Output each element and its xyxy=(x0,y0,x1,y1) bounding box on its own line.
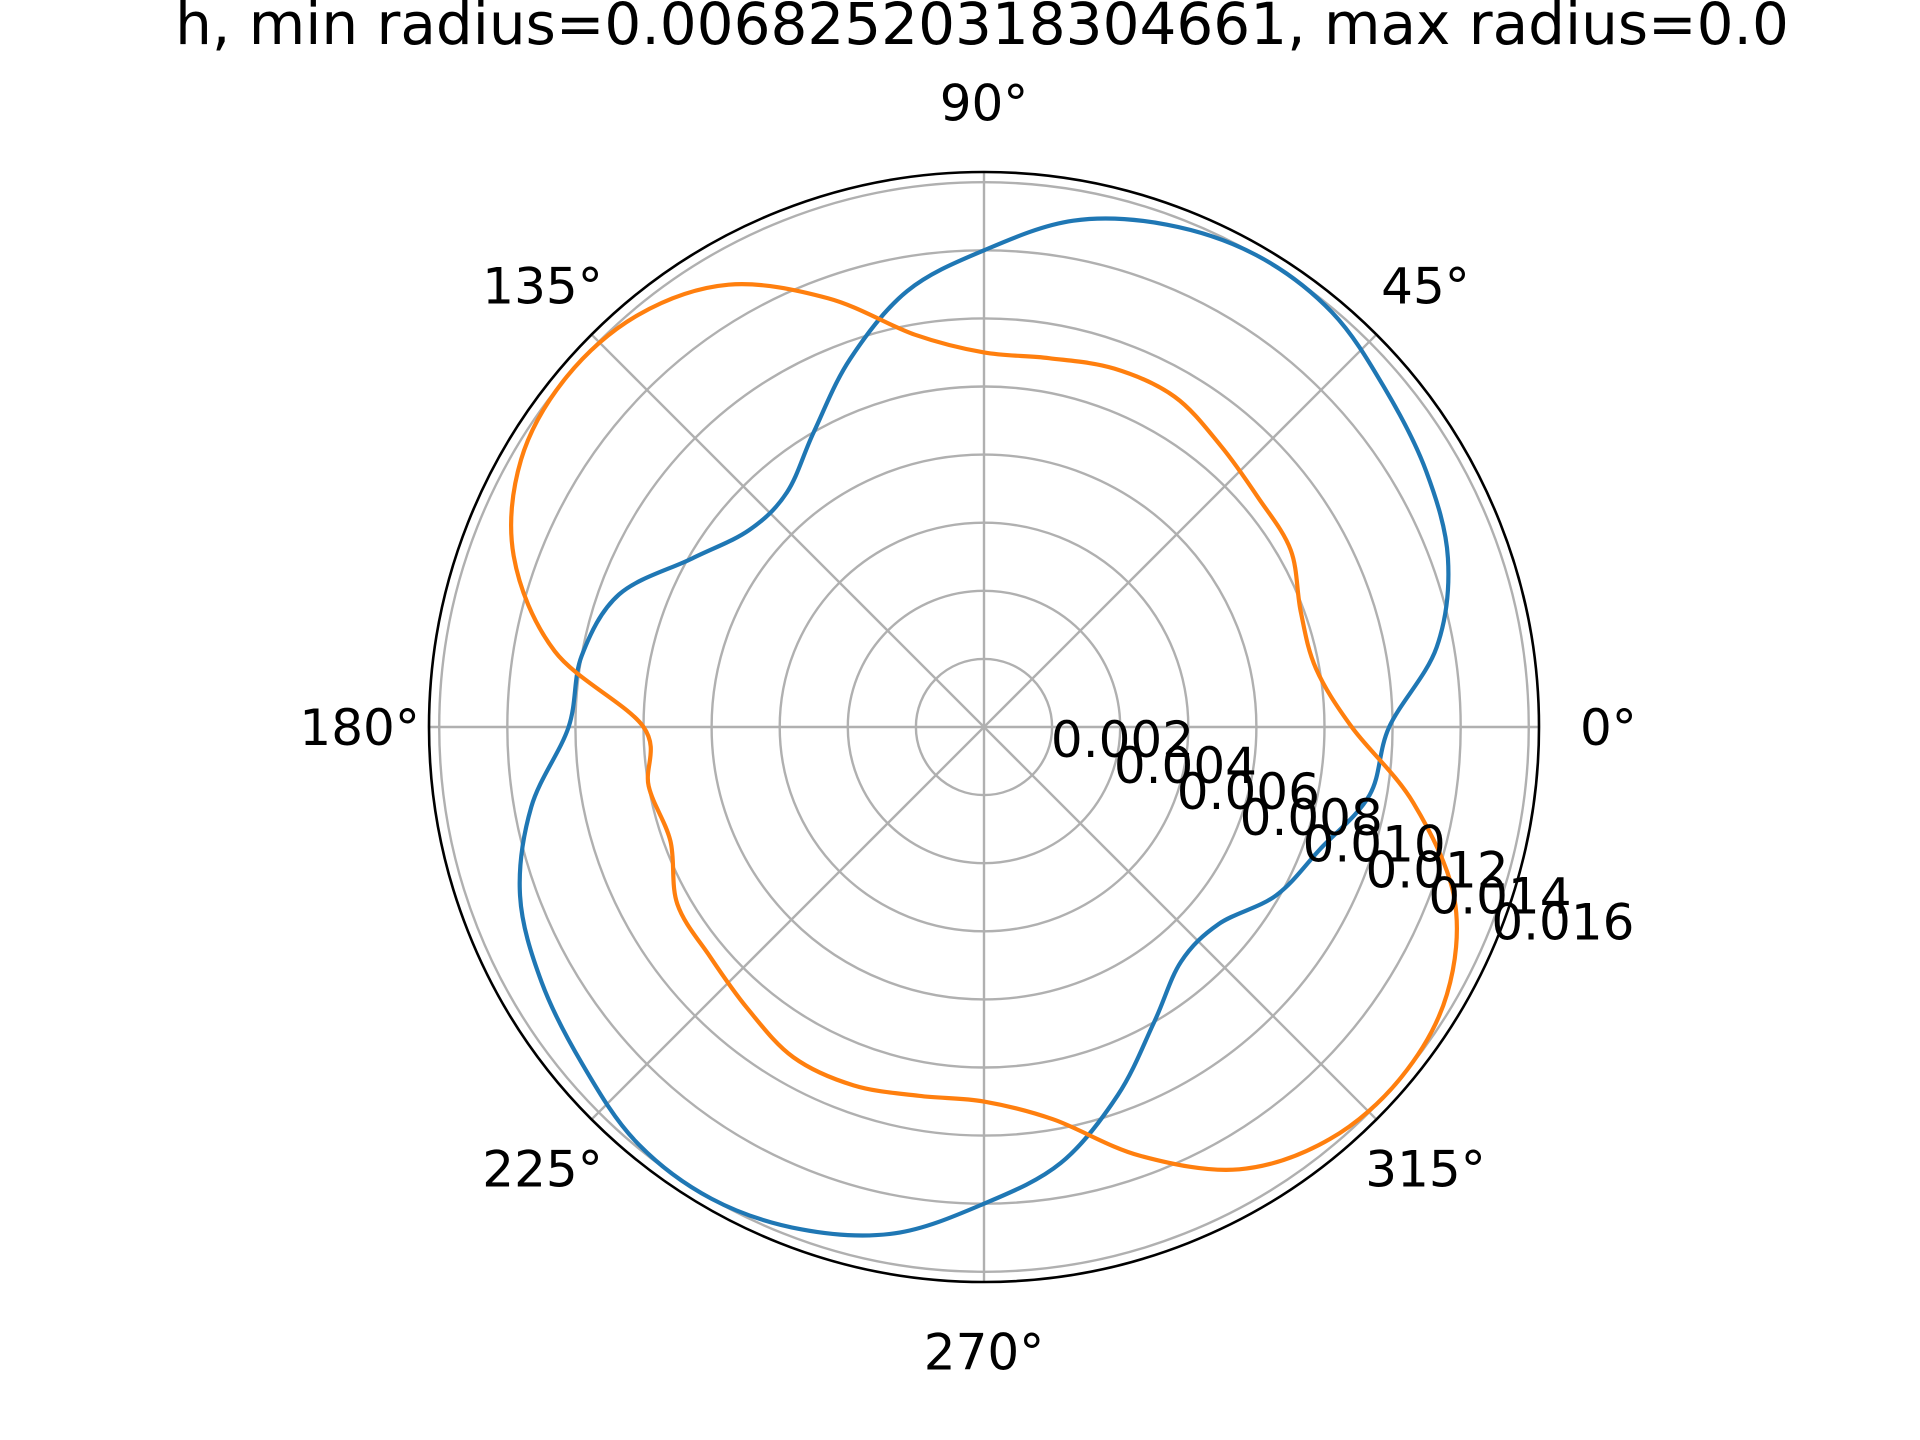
theta-gridline-3 xyxy=(590,333,985,728)
series-line-1 xyxy=(517,216,1451,1238)
theta-gridline-7 xyxy=(983,726,1378,1121)
r-tick-label-5: 0.012 xyxy=(1365,841,1508,899)
theta-tick-label-2: 90° xyxy=(940,75,1029,133)
chart-title: h, min radius=0.0068252031830466​1, max … xyxy=(175,0,1789,58)
theta-tick-labels: 0° 45° 90° 135° 180° 225° 270° 315° xyxy=(299,75,1636,1382)
r-tick-label-7: 0.016 xyxy=(1491,893,1634,951)
theta-gridline-5 xyxy=(590,726,985,1121)
theta-tick-label-7: 315° xyxy=(1365,1140,1485,1198)
r-tick-label-6: 0.014 xyxy=(1428,867,1571,925)
polar-grid xyxy=(429,172,1539,1282)
theta-tick-label-6: 270° xyxy=(924,1323,1044,1381)
series-line-2 xyxy=(509,282,1459,1172)
theta-tick-label-1: 45° xyxy=(1381,258,1470,316)
r-tick-label-4: 0.010 xyxy=(1303,815,1446,873)
r-tick-label-2: 0.006 xyxy=(1177,763,1320,821)
theta-tick-label-5: 225° xyxy=(482,1140,602,1198)
theta-tick-label-4: 180° xyxy=(299,699,419,757)
theta-gridline-1 xyxy=(983,333,1378,728)
r-tick-label-3: 0.008 xyxy=(1240,789,1383,847)
r-tick-label-0: 0.002 xyxy=(1051,711,1194,769)
theta-tick-label-3: 135° xyxy=(482,258,602,316)
polar-frame xyxy=(427,170,1541,1284)
series-layer xyxy=(509,216,1459,1238)
r-tick-label-1: 0.004 xyxy=(1114,737,1257,795)
theta-tick-label-0: 0° xyxy=(1580,699,1637,757)
